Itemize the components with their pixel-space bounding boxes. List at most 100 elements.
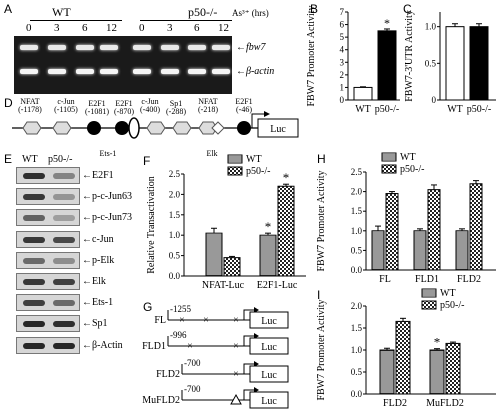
blot-strip	[16, 188, 80, 206]
chart-b: 0 1 2 3 4 5 6 7 WT * p50-/- FBW7 Promoter Activity	[306, 5, 400, 115]
x-tick-label: WT	[355, 104, 371, 115]
blot-band	[53, 257, 75, 264]
site-label: NFAT	[198, 97, 218, 106]
x-tick-label: E2F1-Luc	[257, 280, 298, 291]
legend-label: WT	[440, 288, 456, 299]
blot-header-wt: WT	[22, 154, 38, 165]
panel-label-g: G	[143, 300, 153, 314]
tss-arrowhead	[264, 111, 270, 117]
panel-label-b: B	[310, 2, 319, 16]
bar-WT-FLD2	[455, 230, 469, 271]
site-marker-e2f1	[87, 121, 101, 135]
bar-p50-/--FL	[385, 193, 399, 271]
y-tick-label: 2.5	[169, 169, 181, 179]
significance-star: *	[265, 219, 272, 234]
y-tick-label: 0.0	[351, 265, 363, 275]
blot-band	[53, 342, 75, 349]
panel-label-e: E	[4, 152, 13, 166]
y-tick-label: 0.0	[169, 271, 181, 281]
blot-band	[53, 279, 75, 285]
blot-label: ←Ets-1	[82, 297, 114, 309]
construct-name: FLD2	[156, 369, 180, 380]
blot-strip	[16, 315, 80, 333]
band-label-fbw7: ←fbw7	[236, 42, 266, 53]
tss-arrow	[251, 113, 264, 128]
site-position: (-870)	[114, 107, 134, 116]
blot-strip	[16, 251, 80, 269]
y-tick-label: 4	[340, 45, 345, 55]
blot-label: ←β-Actin	[82, 339, 123, 351]
y-tick-label: 0.5	[425, 58, 437, 68]
gel-band-actin	[20, 69, 38, 74]
legend-swatch	[421, 300, 437, 310]
construct-name: MuFLD2	[142, 395, 180, 406]
gel-band-fbw7	[100, 45, 118, 50]
blot-label: ←Elk	[82, 276, 106, 287]
site-marker-e2f1	[115, 121, 129, 135]
gel-band-fbw7	[76, 45, 94, 50]
luc-label: Luc	[261, 370, 277, 381]
luc-label: Luc	[261, 396, 277, 407]
chart-c: 0 0.5 1.0 WT p50-/- FBW7-3'UTR Activity	[404, 10, 496, 115]
bar-WT	[445, 26, 465, 101]
bar-p50-/--MuFLD2	[445, 342, 461, 395]
site-marker-e2f1	[237, 121, 251, 135]
luc-label: Luc	[261, 342, 277, 353]
y-tick-label: 1.5	[169, 210, 181, 220]
blot-strip	[16, 230, 80, 248]
gel-band-actin	[188, 69, 206, 74]
gel-band-fbw7	[133, 45, 151, 50]
gel-band-fbw7	[48, 45, 66, 50]
time-label: 0	[26, 22, 32, 34]
blot-label: ←p-c-Jun63	[82, 191, 132, 203]
blot-strip	[16, 336, 80, 354]
blot-band	[53, 215, 75, 222]
y-axis-label: FBW7-3'UTR Activity	[404, 10, 415, 102]
bar-WT-FL	[371, 230, 385, 271]
time-label: 3	[167, 22, 173, 34]
x-tick-label: FLD2	[383, 398, 407, 409]
blot-band	[23, 236, 45, 243]
site-position: (-1105)	[54, 105, 78, 114]
legend-label: p50-/-	[246, 166, 270, 177]
site-cross-marker: ×	[233, 341, 239, 352]
bar-p50-/--FLD1	[427, 189, 441, 271]
y-tick-label: 2	[340, 70, 345, 80]
site-label: Sp1	[170, 99, 182, 108]
blot-strip	[16, 167, 80, 184]
gel-band-actin	[212, 69, 230, 74]
y-tick-label: 1.0	[169, 230, 181, 240]
construct-diagram: FL -1255 Luc × × × FLD1 -996 Luc × × FLD2 -700 Luc × Mu…	[142, 304, 289, 409]
bar-WT	[353, 86, 373, 101]
blot-band	[53, 173, 75, 179]
y-tick-label: 0	[340, 95, 345, 105]
y-tick-label: 0	[432, 95, 437, 105]
y-tick-label: 1.5	[351, 323, 363, 333]
bar-p50-/--E2F1-Luc	[277, 185, 295, 277]
construct-start-label: -996	[170, 330, 187, 340]
site-cross-marker: ×	[233, 369, 239, 380]
panel-label-c: C	[403, 2, 412, 16]
site-marker-c-jun	[146, 121, 166, 135]
blot-strip	[16, 273, 80, 290]
x-tick-label: NFAT-Luc	[202, 280, 245, 291]
gel-band-fbw7	[161, 45, 179, 50]
bar-p50-/--FLD2	[469, 183, 483, 271]
panel-label-a: A	[4, 2, 13, 16]
luc-box	[249, 311, 289, 329]
legend-label: WT	[246, 154, 262, 165]
time-label: 6	[82, 22, 88, 34]
y-tick-label: 1.0	[351, 345, 363, 355]
tss-arrow	[243, 389, 254, 400]
construct-name: FL	[154, 315, 166, 326]
chart-f: 0.0 0.5 1.0 1.5 2.0 2.5 NFAT-Luc * * E2F1-Luc WTp5…	[146, 154, 306, 291]
luc-box	[249, 391, 289, 409]
blot-band	[23, 194, 45, 201]
blot-band	[23, 300, 45, 307]
y-tick-label: 1.0	[351, 226, 363, 236]
site-cross-marker: ×	[203, 315, 209, 326]
bar-WT-NFAT-Luc	[205, 232, 223, 277]
x-tick-label: p50-/-	[467, 104, 491, 115]
